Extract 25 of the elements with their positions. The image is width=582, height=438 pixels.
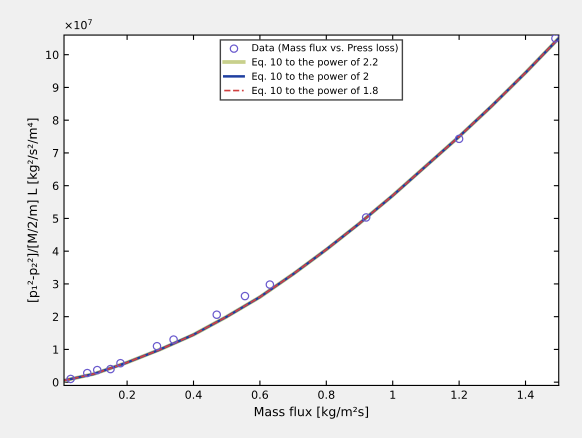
y-tick-label: 6 <box>52 182 58 190</box>
x-tick-label: 1 <box>390 390 396 399</box>
legend-label: Eq. 10 to the power of 2.2 <box>252 58 378 68</box>
legend-label: Eq. 10 to the power of 2 <box>252 72 368 82</box>
x-tick-label: 0.8 <box>318 390 334 399</box>
x-tick-label: 0.2 <box>119 390 135 399</box>
y-tick-label: 2 <box>52 312 58 321</box>
x-tick-label: 1.2 <box>452 390 467 399</box>
y-tick-label: 3 <box>52 280 58 288</box>
y-tick-label: 1 <box>53 346 58 354</box>
y-tick-label: 0 <box>52 378 58 387</box>
text: ×10$^{7}$ <box>66 19 92 30</box>
x-tick-label: 1.4 <box>518 390 534 399</box>
y-tick-label: 8 <box>52 116 58 125</box>
x-tick-label: 0.4 <box>185 390 202 399</box>
legend-label: Eq. 10 to the power of 1.8 <box>252 86 378 96</box>
x-tick-label: 0.6 <box>252 390 268 399</box>
y-tick-label: 7 <box>53 149 58 158</box>
y-tick-label: 5 <box>52 214 58 223</box>
y-tick-label: 9 <box>52 83 58 92</box>
y-tick-label: 10 <box>46 50 58 60</box>
y-tick-label: 4 <box>52 247 59 256</box>
legend-label: Data (Mass flux vs. Press loss) <box>252 44 398 52</box>
x-axis-title: Mass flux [kg/m²s] <box>254 406 368 419</box>
y-axis-title: [p₁²-p₂²]/[M/2/m] L [kg²/s²/m⁴] <box>27 118 40 302</box>
